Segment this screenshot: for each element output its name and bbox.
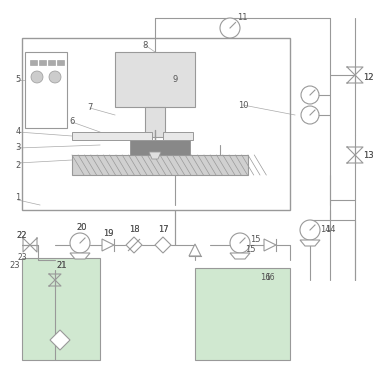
- Bar: [22, 258, 100, 360]
- Text: 17: 17: [158, 226, 168, 235]
- Bar: [39, 60, 46, 65]
- Bar: [72, 132, 152, 140]
- Polygon shape: [264, 239, 276, 251]
- Text: 8: 8: [142, 41, 148, 50]
- Text: 7: 7: [87, 103, 93, 112]
- Text: 18: 18: [129, 226, 139, 235]
- Text: 21: 21: [57, 261, 67, 270]
- Text: 2: 2: [15, 161, 21, 170]
- Bar: [163, 132, 193, 140]
- Text: 12: 12: [363, 73, 373, 82]
- Bar: [48, 60, 55, 65]
- Text: 22: 22: [17, 230, 27, 240]
- Text: 9: 9: [172, 76, 178, 85]
- Circle shape: [31, 71, 43, 83]
- Polygon shape: [126, 237, 142, 253]
- Text: 11: 11: [237, 14, 247, 23]
- Text: 20: 20: [77, 223, 87, 232]
- Polygon shape: [70, 253, 90, 259]
- Text: 19: 19: [103, 229, 113, 238]
- Bar: [195, 323, 290, 360]
- Bar: [22, 38, 290, 210]
- Bar: [57, 60, 64, 65]
- Text: 13: 13: [363, 150, 373, 159]
- Bar: [25, 52, 67, 128]
- Text: 1: 1: [15, 194, 21, 203]
- Text: 16: 16: [265, 273, 275, 282]
- Text: 10: 10: [238, 100, 248, 109]
- Text: 15: 15: [245, 246, 255, 255]
- Text: 14: 14: [325, 226, 335, 235]
- Text: 5: 5: [15, 76, 21, 85]
- Text: 3: 3: [15, 144, 21, 153]
- Circle shape: [301, 106, 319, 124]
- Text: 6: 6: [69, 117, 75, 126]
- Polygon shape: [189, 244, 201, 256]
- Bar: [30, 60, 37, 65]
- Text: 23: 23: [17, 253, 27, 262]
- Text: 12: 12: [363, 73, 373, 82]
- Bar: [72, 155, 248, 175]
- Text: 14: 14: [320, 226, 330, 235]
- Polygon shape: [155, 237, 171, 253]
- Polygon shape: [102, 239, 114, 251]
- Bar: [130, 140, 190, 155]
- Text: 19: 19: [103, 229, 113, 238]
- Text: 4: 4: [15, 127, 21, 136]
- Polygon shape: [300, 240, 320, 246]
- Polygon shape: [50, 330, 70, 350]
- Polygon shape: [230, 253, 250, 259]
- Text: 18: 18: [129, 226, 139, 235]
- Circle shape: [300, 220, 320, 240]
- Text: 13: 13: [363, 150, 373, 159]
- Text: 21: 21: [57, 261, 67, 270]
- Text: 20: 20: [77, 223, 87, 232]
- Circle shape: [220, 18, 240, 38]
- Circle shape: [301, 86, 319, 104]
- Bar: [145, 107, 165, 137]
- Polygon shape: [149, 152, 161, 159]
- Text: 15: 15: [250, 235, 260, 244]
- Circle shape: [70, 233, 90, 253]
- Circle shape: [230, 233, 250, 253]
- Text: 22: 22: [17, 230, 27, 240]
- Text: 17: 17: [158, 226, 168, 235]
- Text: 16: 16: [260, 273, 270, 282]
- Bar: [195, 268, 290, 360]
- Bar: [115, 52, 195, 107]
- Circle shape: [49, 71, 61, 83]
- Bar: [22, 318, 100, 360]
- Text: 23: 23: [10, 261, 20, 270]
